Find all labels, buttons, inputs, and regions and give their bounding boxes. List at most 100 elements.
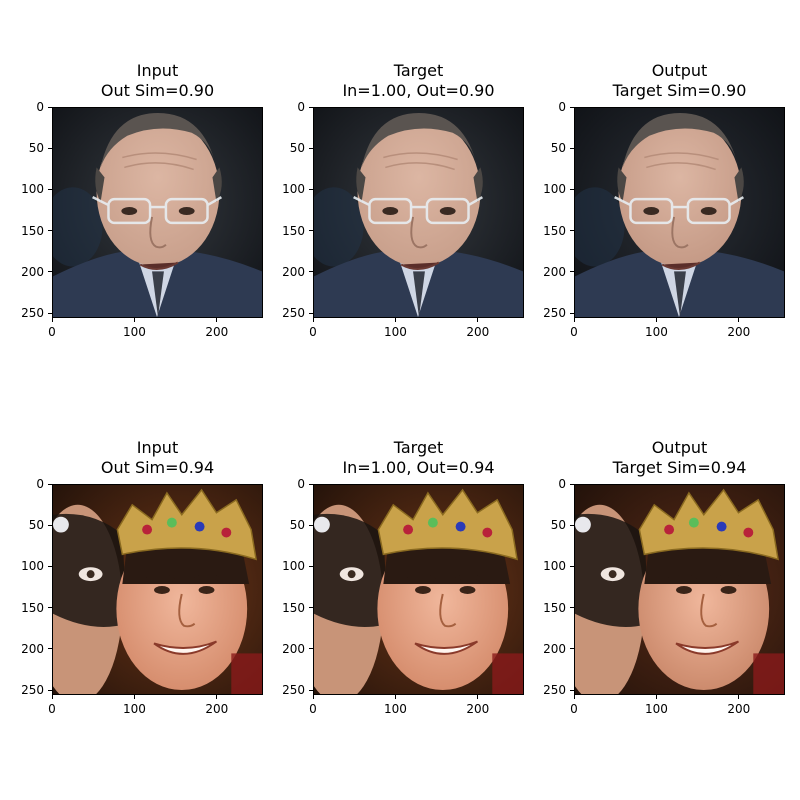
y-tick-label: 50 xyxy=(28,141,44,156)
y-tick-mark xyxy=(570,106,574,108)
image-axes xyxy=(52,107,263,318)
y-tick-label: 150 xyxy=(543,223,566,238)
x-tick-label: 0 xyxy=(309,325,317,339)
x-tick-mark xyxy=(477,318,479,322)
y-tick-mark xyxy=(570,483,574,485)
x-tick-mark xyxy=(216,318,218,322)
y-tick-mark xyxy=(570,607,574,609)
panel-title-line2: In=1.00, Out=0.90 xyxy=(342,81,495,100)
image-panel: Target In=1.00, Out=0.90 xyxy=(282,61,524,338)
panel-title-line2: In=1.00, Out=0.94 xyxy=(342,458,495,477)
y-tick-mark xyxy=(309,188,313,190)
image-panel: Target In=1.00, Out=0.94 xyxy=(282,438,524,715)
y-tick-mark xyxy=(48,607,52,609)
photo-bald-man xyxy=(314,108,523,317)
panel-title-line1: Output xyxy=(651,61,708,80)
y-tick-mark xyxy=(309,271,313,273)
x-tick-label: 100 xyxy=(122,702,146,716)
panel-title-line2: Target Sim=0.90 xyxy=(612,81,747,100)
y-tick-mark xyxy=(570,271,574,273)
y-tick-label: 150 xyxy=(282,600,305,615)
y-tick-label: 0 xyxy=(558,100,566,114)
x-tick-label: 200 xyxy=(466,702,490,716)
x-tick-label: 0 xyxy=(48,702,56,716)
x-tick-label: 100 xyxy=(122,325,146,339)
y-tick-label: 0 xyxy=(297,100,305,114)
y-tick-mark xyxy=(309,230,313,232)
panel-title: Target In=1.00, Out=0.90 xyxy=(253,61,584,101)
x-tick-mark xyxy=(133,318,135,322)
x-tick-label: 200 xyxy=(727,325,751,339)
x-tick-mark xyxy=(655,695,657,699)
y-tick-label: 50 xyxy=(550,518,566,533)
panel-title-line2: Out Sim=0.94 xyxy=(100,458,215,477)
photo-bald-man xyxy=(53,108,262,317)
y-tick-label: 200 xyxy=(282,641,305,656)
y-tick-mark xyxy=(48,188,52,190)
x-tick-mark xyxy=(51,695,53,699)
y-tick-label: 100 xyxy=(543,182,566,197)
y-tick-label: 150 xyxy=(21,223,44,238)
photo-man-with-crown xyxy=(314,485,523,694)
x-tick-mark xyxy=(655,318,657,322)
panel-title: Input Out Sim=0.94 xyxy=(0,438,323,478)
x-tick-mark xyxy=(312,318,314,322)
y-tick-label: 250 xyxy=(282,306,305,321)
y-tick-mark xyxy=(48,648,52,650)
y-tick-mark xyxy=(309,565,313,567)
y-tick-label: 100 xyxy=(282,182,305,197)
y-tick-mark xyxy=(48,689,52,691)
y-tick-mark xyxy=(309,524,313,526)
y-tick-mark xyxy=(48,147,52,149)
y-tick-label: 50 xyxy=(289,141,305,156)
photo-bald-man xyxy=(575,108,784,317)
x-tick-mark xyxy=(216,695,218,699)
y-tick-mark xyxy=(570,230,574,232)
image-panel: Input Out Sim=0.90 xyxy=(21,61,263,338)
x-tick-label: 100 xyxy=(383,325,407,339)
x-tick-label: 0 xyxy=(309,702,317,716)
y-tick-mark xyxy=(570,689,574,691)
panel-title: Input Out Sim=0.90 xyxy=(0,61,323,101)
y-tick-mark xyxy=(309,312,313,314)
y-tick-mark xyxy=(570,524,574,526)
y-tick-mark xyxy=(309,607,313,609)
y-tick-label: 50 xyxy=(550,141,566,156)
y-tick-mark xyxy=(570,648,574,650)
x-tick-mark xyxy=(312,695,314,699)
panel-title-line1: Target xyxy=(393,438,444,457)
y-tick-mark xyxy=(48,230,52,232)
y-tick-mark xyxy=(570,188,574,190)
y-tick-mark xyxy=(48,524,52,526)
x-tick-mark xyxy=(394,695,396,699)
y-tick-mark xyxy=(48,106,52,108)
y-tick-label: 250 xyxy=(282,683,305,698)
y-tick-mark xyxy=(309,689,313,691)
y-tick-label: 0 xyxy=(297,477,305,491)
image-panel: Output Target Sim=0.94 xyxy=(543,438,785,715)
image-axes xyxy=(574,484,785,695)
image-axes xyxy=(313,107,524,318)
y-tick-label: 100 xyxy=(21,559,44,574)
x-tick-label: 100 xyxy=(644,702,668,716)
y-tick-label: 50 xyxy=(289,518,305,533)
y-tick-label: 250 xyxy=(21,683,44,698)
x-tick-label: 100 xyxy=(644,325,668,339)
x-tick-label: 0 xyxy=(48,325,56,339)
x-tick-label: 200 xyxy=(727,702,751,716)
x-tick-mark xyxy=(573,318,575,322)
panel-title-line2: Target Sim=0.94 xyxy=(612,458,747,477)
panel-title-line1: Output xyxy=(651,438,708,457)
y-tick-label: 150 xyxy=(21,600,44,615)
x-tick-label: 0 xyxy=(570,325,578,339)
x-tick-label: 200 xyxy=(205,325,229,339)
panel-title: Target In=1.00, Out=0.94 xyxy=(253,438,584,478)
x-tick-mark xyxy=(738,318,740,322)
panel-title-line1: Target xyxy=(393,61,444,80)
y-tick-mark xyxy=(309,106,313,108)
x-tick-mark xyxy=(477,695,479,699)
y-tick-mark xyxy=(48,565,52,567)
y-tick-label: 250 xyxy=(543,306,566,321)
y-tick-label: 200 xyxy=(543,264,566,279)
x-tick-mark xyxy=(738,695,740,699)
